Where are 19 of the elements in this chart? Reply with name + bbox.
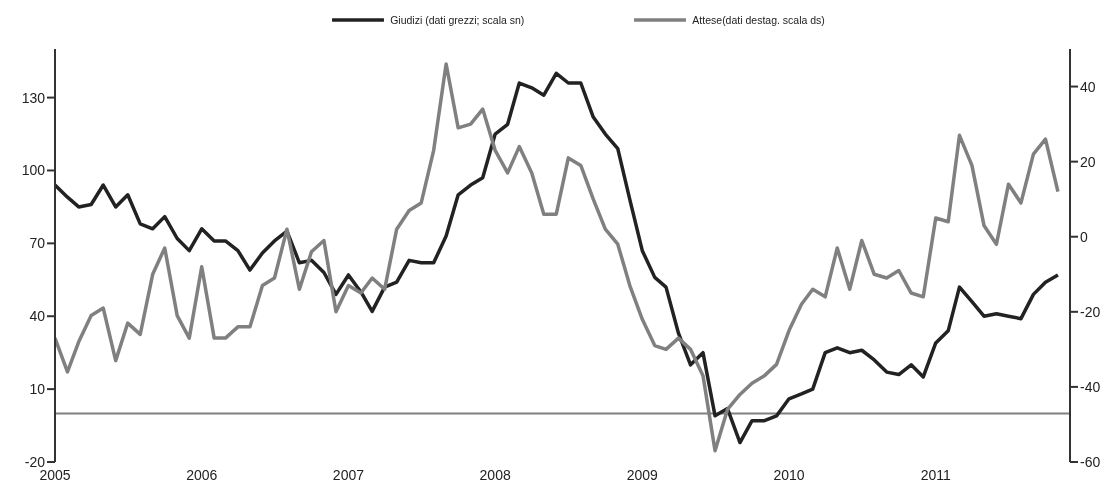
y-tick-label: 70 — [29, 235, 46, 252]
y-tick-label: 100 — [21, 162, 46, 179]
legend-label: Attese(dati destag. scala ds) — [692, 14, 825, 26]
y-tick-label: 40 — [29, 308, 46, 325]
y2-tick-label: 0 — [1080, 228, 1088, 245]
y2-tick-label: -60 — [1080, 453, 1101, 470]
y-tick-label: 10 — [29, 381, 46, 398]
x-tick-label: 2008 — [479, 466, 511, 483]
y-tick-label: 130 — [21, 89, 46, 106]
y2-tick-label: -40 — [1080, 378, 1101, 395]
y2-tick-label: 40 — [1080, 78, 1096, 95]
y2-tick-label: 20 — [1080, 153, 1096, 170]
x-tick-label: 2010 — [773, 466, 805, 483]
legend-label: Giudizi (dati grezzi; scala sn) — [390, 14, 525, 26]
y2-tick-label: -20 — [1080, 303, 1101, 320]
x-tick-label: 2006 — [186, 466, 218, 483]
x-tick-label: 2011 — [920, 466, 951, 483]
x-tick-label: 2009 — [626, 466, 659, 483]
x-tick-label: 2007 — [332, 466, 365, 483]
